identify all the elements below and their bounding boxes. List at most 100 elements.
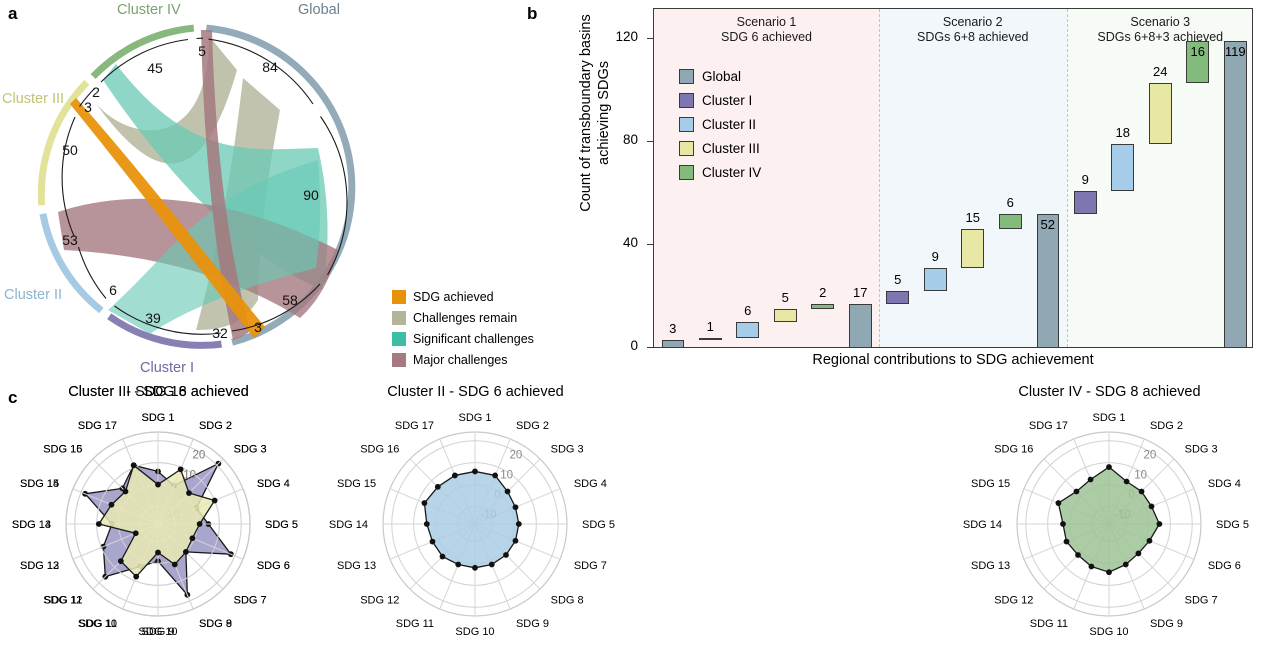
radar-axis-label-sdg-2: SDG 2 xyxy=(199,420,232,432)
bar-s3-cluster-ii[interactable] xyxy=(1111,144,1135,191)
radar-axis-label-sdg-14: SDG 14 xyxy=(963,519,1002,531)
y-tick-label-0: 0 xyxy=(630,338,638,353)
waterfall-legend-label-3: Cluster III xyxy=(702,140,760,156)
bar-value-label-2: 6 xyxy=(744,303,752,319)
radar-axis-label-sdg-4: SDG 4 xyxy=(257,478,290,490)
bar-value-label-5: 17 xyxy=(853,285,868,301)
bar-s3-cluster-i[interactable] xyxy=(1073,190,1097,214)
chord-ribbons xyxy=(58,30,338,340)
bar-s2-cluster-ii[interactable] xyxy=(923,268,947,292)
radar-axis-label-sdg-1: SDG 1 xyxy=(141,412,174,424)
radar-point-sdg-9 xyxy=(488,561,495,568)
radar-axis-label-sdg-12: SDG 12 xyxy=(43,595,82,607)
radar-point-sdg-14 xyxy=(95,521,102,527)
chord-arc-cluster2 xyxy=(39,213,104,314)
legend-label-major-challenges: Major challenges xyxy=(413,352,508,367)
radar-r-tick-10: 10 xyxy=(1134,469,1147,481)
radar-point-sdg-4 xyxy=(512,504,519,511)
radar-point-sdg-17 xyxy=(1087,476,1094,483)
bar-s2-global-total[interactable] xyxy=(1036,214,1059,347)
waterfall-legend-row-cluster-i[interactable]: Cluster I xyxy=(679,88,761,112)
radar-point-sdg-11 xyxy=(133,573,140,580)
scenario-subtitle-3: SDGs 6+8+3 achieved xyxy=(1097,30,1224,44)
radar-axis-label-sdg-5: SDG 5 xyxy=(265,519,298,531)
bar-value-label-4: 2 xyxy=(819,285,827,301)
legend-row-major-challenges: Major challenges xyxy=(392,350,522,369)
radar-point-sdg-15 xyxy=(421,500,428,506)
ribbon-global-cluster3-challenges xyxy=(92,36,237,164)
bar-value-label-9: 6 xyxy=(1006,195,1014,210)
radar-point-sdg-1 xyxy=(472,468,478,475)
radar-axis-label-sdg-9: SDG 9 xyxy=(1150,618,1183,630)
chord-value-32: 32 xyxy=(212,325,228,341)
bar-s3-cluster-iii[interactable] xyxy=(1148,82,1172,145)
bar-s2-cluster-i[interactable] xyxy=(886,291,910,305)
bar-s1-global-total[interactable] xyxy=(661,340,684,347)
radar-axis-label-sdg-9: SDG 9 xyxy=(199,618,232,630)
radar-axis-label-sdg-14: SDG 14 xyxy=(329,519,368,531)
radar-point-sdg-15 xyxy=(108,501,115,508)
bar-s1-cluster-ii[interactable] xyxy=(736,322,760,338)
scenario-title-2: Scenario 2 SDGs 6+8 achieved xyxy=(879,15,1067,45)
bar-s2-cluster-iv[interactable] xyxy=(998,214,1022,230)
radar-axis-label-sdg-6: SDG 6 xyxy=(257,560,290,572)
radar-r-tick-20: 20 xyxy=(1143,449,1156,461)
legend-swatch-sdg-achieved xyxy=(392,289,406,304)
radar-point-sdg-10 xyxy=(1106,569,1112,576)
radar-r-tick-10: 10 xyxy=(500,469,513,481)
radar-point-sdg-11 xyxy=(1088,563,1095,570)
radar-point-sdg-13 xyxy=(429,538,436,545)
bar-s3-global-total[interactable] xyxy=(1224,41,1247,347)
radar-axis-label-sdg-4: SDG 4 xyxy=(257,478,290,490)
radar-axis-label-sdg-2: SDG 2 xyxy=(1150,420,1183,432)
scenario-subtitle-1: SDG 6 achieved xyxy=(720,30,813,44)
radar-axis-label-sdg-5: SDG 5 xyxy=(265,519,298,531)
radar-point-sdg-4 xyxy=(211,497,218,504)
radar-point-sdg-5 xyxy=(515,521,522,527)
waterfall-legend-row-cluster-iii[interactable]: Cluster III xyxy=(679,136,761,160)
scenario-band-3 xyxy=(1066,9,1252,347)
radar-point-sdg-14 xyxy=(1060,521,1066,527)
chord-value-50: 50 xyxy=(62,142,78,158)
waterfall-legend-row-global[interactable]: Global xyxy=(679,64,761,88)
chord-label-cluster4: Cluster IV xyxy=(117,2,181,18)
radar-chart-cluster-4: Cluster IV - SDG 8 achieved SDG 1 SDG 2 SDG… xyxy=(951,380,1268,659)
waterfall-legend-swatch-3 xyxy=(679,140,694,156)
radar-point-sdg-5 xyxy=(1156,521,1163,527)
waterfall-legend-label-1: Cluster I xyxy=(702,92,753,108)
scenario-band-2 xyxy=(879,9,1067,347)
radar-axis-label-sdg-6: SDG 6 xyxy=(1208,560,1241,572)
radar-axis-label-sdg-16: SDG 16 xyxy=(360,443,399,455)
radar-axis-label-sdg-13: SDG 13 xyxy=(12,519,51,531)
bar-s1-global-total[interactable] xyxy=(849,304,872,347)
radar-axis-label-sdg-15: SDG 15 xyxy=(971,478,1010,490)
waterfall-legend-row-cluster-iv[interactable]: Cluster IV xyxy=(679,160,761,184)
bar-s3-cluster-iv[interactable] xyxy=(1186,41,1210,83)
legend-row-sdg-achieved: SDG achieved xyxy=(392,287,522,306)
legend-label-sdg-achieved: SDG achieved xyxy=(413,289,494,304)
radar-point-sdg-14 xyxy=(423,521,430,527)
chord-arc-cluster1 xyxy=(107,313,222,349)
bar-s1-cluster-iii[interactable] xyxy=(773,309,797,323)
bar-s1-cluster-iv[interactable] xyxy=(811,304,835,310)
radar-point-sdg-7 xyxy=(1135,550,1142,557)
radar-chart-cluster-2: Cluster II - SDG 6 achieved SDG 1 SDG 2 SDG… xyxy=(317,380,634,659)
bar-s2-cluster-iii[interactable] xyxy=(961,229,985,269)
radar-axis-label-sdg-1: SDG 1 xyxy=(1092,412,1125,424)
radar-axis-label-sdg-15: SDG 15 xyxy=(20,478,59,490)
waterfall-legend-row-cluster-ii[interactable]: Cluster II xyxy=(679,112,761,136)
radar-axis-label-sdg-8: SDG 8 xyxy=(551,595,584,607)
radar-axis-label-sdg-9: SDG 9 xyxy=(516,618,549,630)
radar-axis-label-sdg-3: SDG 3 xyxy=(234,443,267,455)
y-tick-mark-0 xyxy=(647,347,653,348)
radar-axis-label-sdg-7: SDG 7 xyxy=(574,560,607,572)
bar-s1-cluster-i[interactable] xyxy=(698,337,722,341)
waterfall-legend-swatch-1 xyxy=(679,92,694,108)
radar-point-sdg-13 xyxy=(132,530,139,537)
waterfall-legend-swatch-4 xyxy=(679,164,694,180)
radar-point-sdg-3 xyxy=(186,490,192,496)
chord-value-53: 53 xyxy=(62,232,78,248)
radar-point-sdg-11 xyxy=(455,561,462,568)
bar-value-label-8: 15 xyxy=(965,210,980,226)
